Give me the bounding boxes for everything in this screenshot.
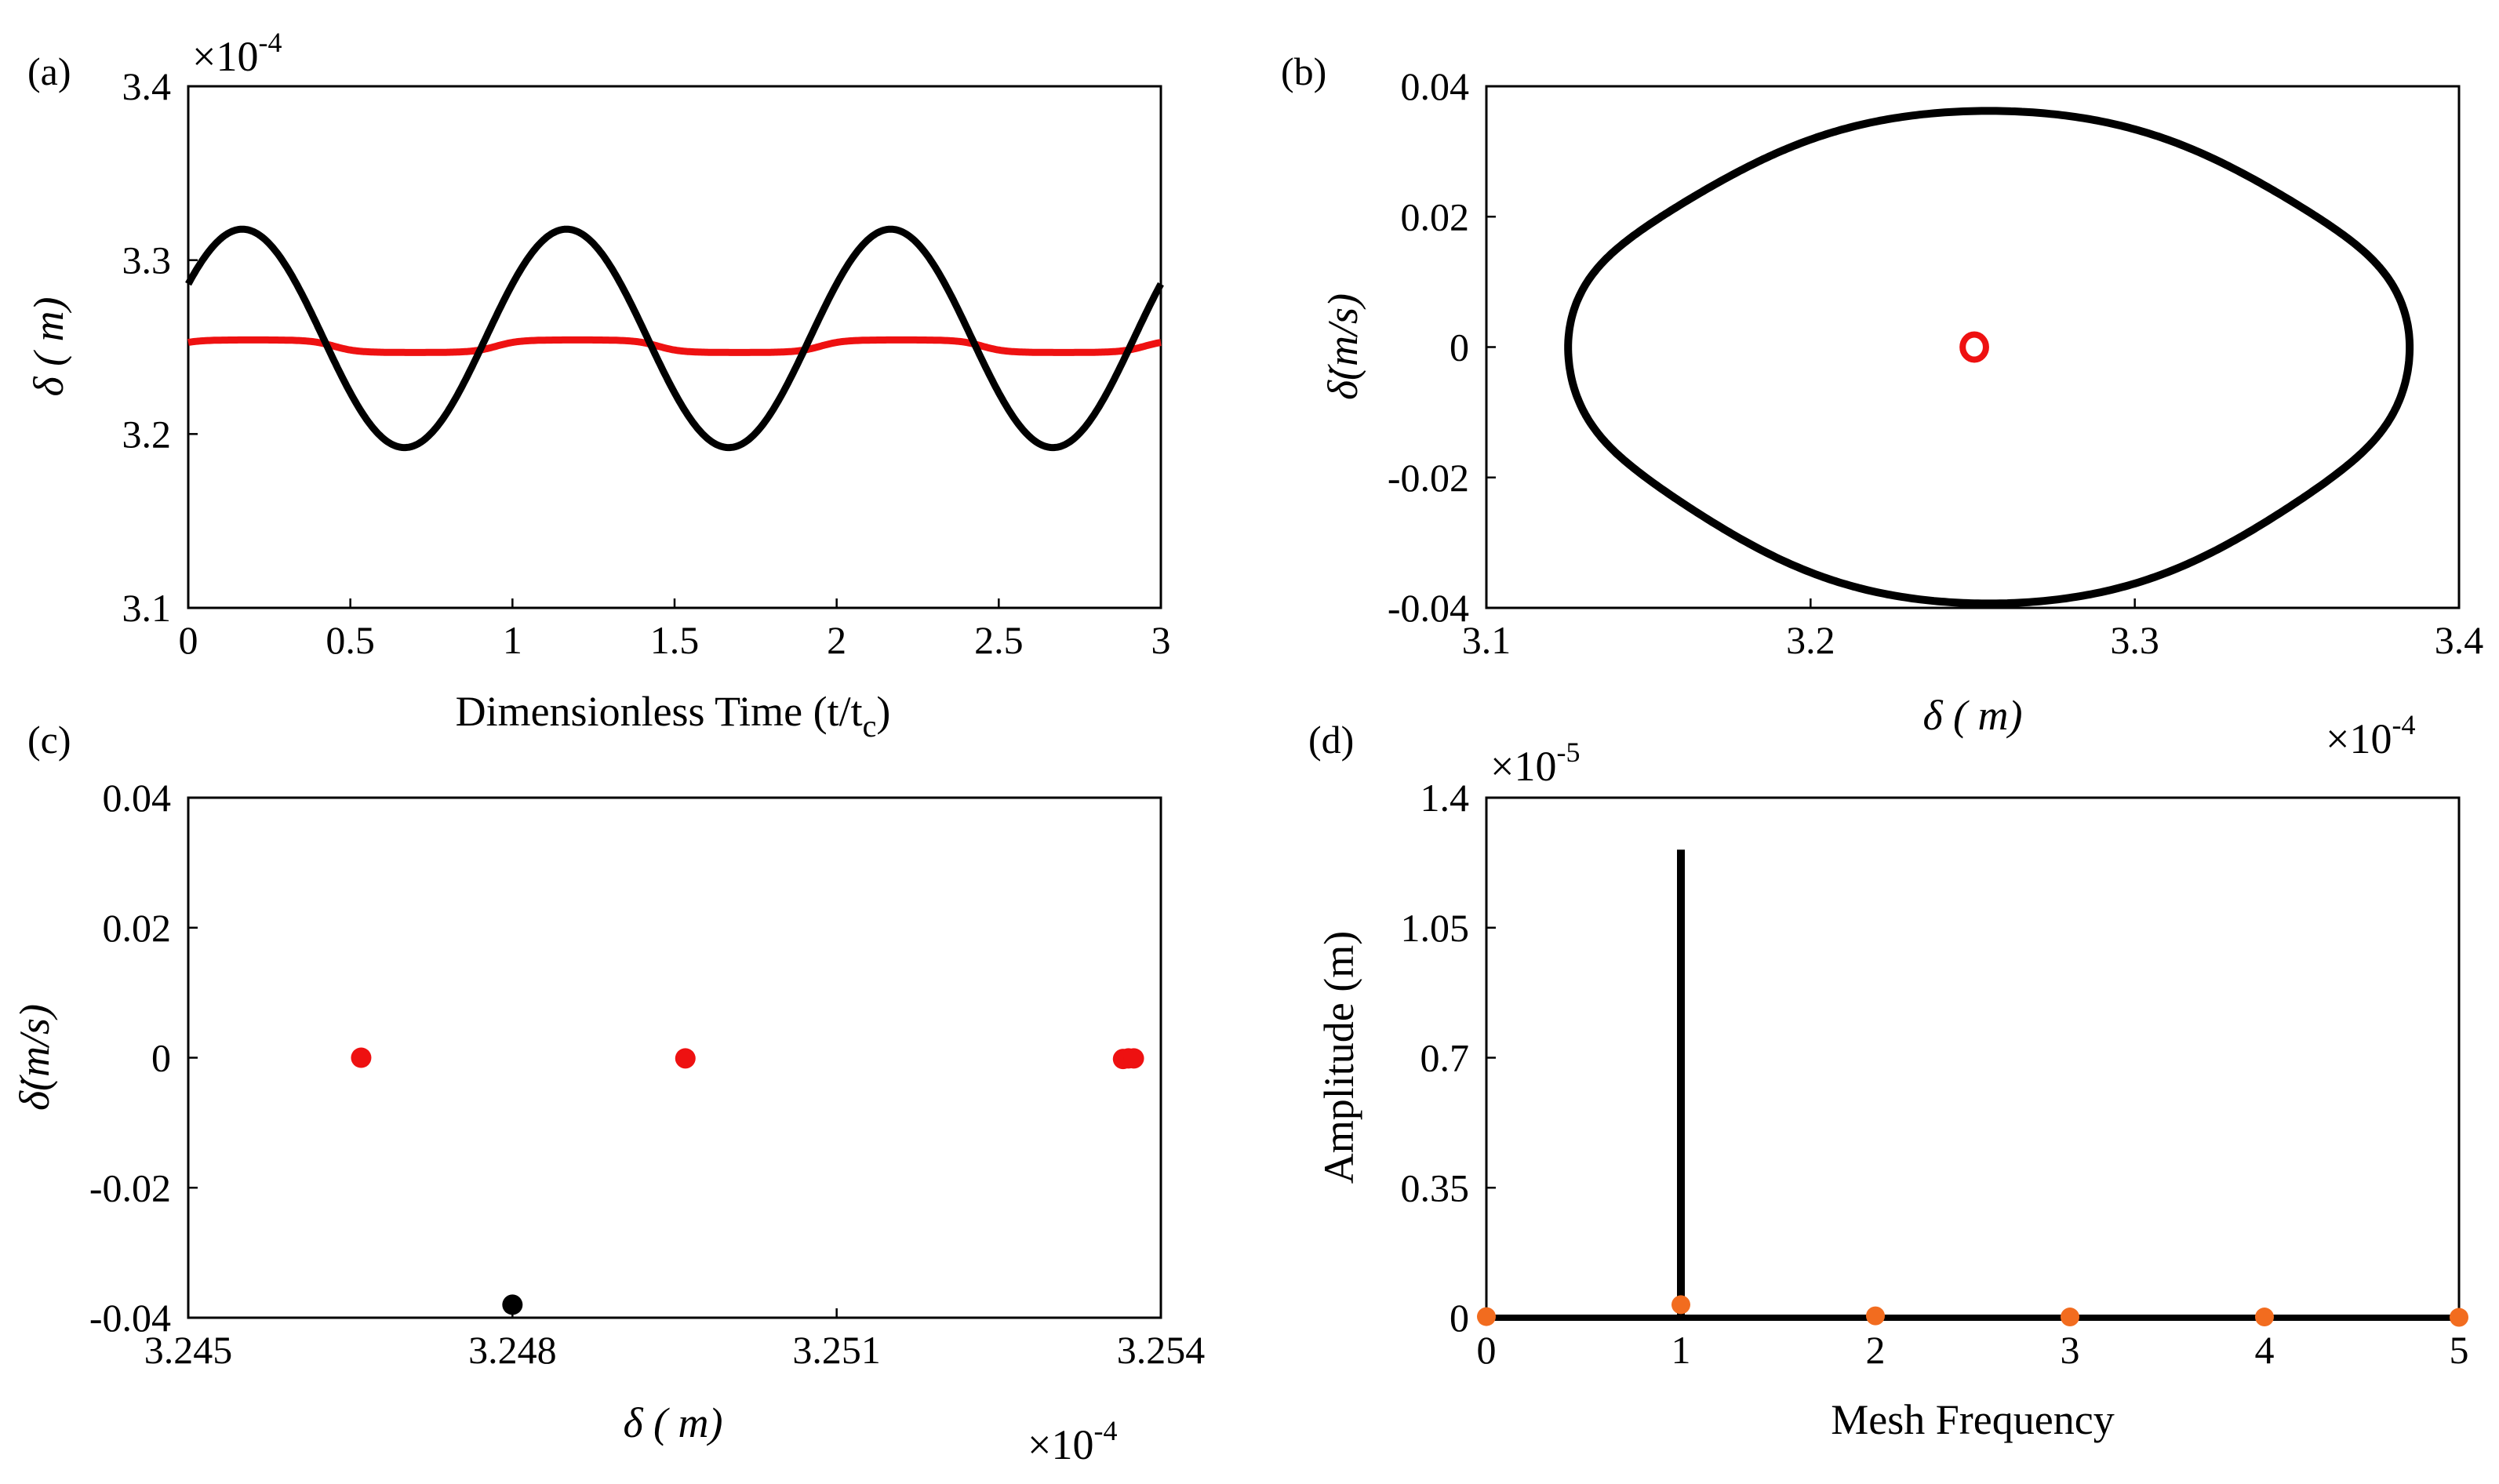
panel-d-ytick-label: 1.4: [1420, 776, 1470, 820]
panel-a: (a) ×10-4 δ ( m) Dimensionless Time (t/t…: [25, 27, 1171, 744]
panel-d-xtick-label: 1: [1671, 1328, 1691, 1372]
panel-b-x-multiplier: ×10-4: [2326, 709, 2415, 762]
panel-c-point-red: [1123, 1048, 1144, 1069]
panel-a-xtick-label: 3: [1151, 618, 1171, 662]
panel-a-y-multiplier: ×10-4: [192, 27, 282, 80]
panel-a-xtick-label: 0.5: [326, 618, 375, 662]
panel-d-xtick-label: 4: [2255, 1328, 2275, 1372]
panel-c-point-red: [351, 1047, 372, 1068]
panel-a-xlabel: Dimensionless Time (t/tc): [456, 688, 891, 744]
panel-c-xtick-label: 3.245: [144, 1328, 233, 1372]
panel-b-series-black-orbit: [1564, 107, 2414, 608]
panel-d-orange-point: [1671, 1295, 1690, 1315]
panel-b-ylabel: δ̇(m/s): [1319, 293, 1366, 400]
panel-c-xlabel: δ ( m): [623, 1399, 722, 1446]
panel-d-frame: [1485, 796, 2461, 1319]
panel-a-xtick-label: 2: [827, 618, 846, 662]
panel-c-xtick-label: 3.248: [468, 1328, 557, 1372]
panel-d-orange-point: [1866, 1306, 1885, 1326]
panel-c: (c) ×10-4 δ̇(m/s) δ ( m) 3.245 3.248 3.251…: [11, 718, 1205, 1468]
panel-a-xtick-label: 1: [503, 618, 522, 662]
panel-b-frame: [1485, 85, 2461, 609]
panel-d-xlabel: Mesh Frequency: [1831, 1396, 2114, 1443]
panel-c-ytick-label: -0.04: [89, 1296, 171, 1340]
panel-a-ytick-label: 3.2: [122, 412, 172, 456]
panel-d-orange-point: [1477, 1307, 1496, 1326]
panel-d-ytick-label: 0.7: [1420, 1036, 1470, 1080]
panel-a-xtick-label: 1.5: [650, 618, 700, 662]
panel-d-ylabel: Amplitude (m): [1315, 931, 1362, 1184]
panel-b-xlabel: δ ( m): [1922, 692, 2022, 739]
panel-c-frame: [187, 796, 1162, 1319]
panel-b-xtick-label: 3.4: [2435, 618, 2484, 662]
panel-d: (d) ×10-5 Amplitude (m) Mesh Frequency 0…: [1308, 718, 2469, 1443]
panel-d-ytick-label: 0.35: [1401, 1166, 1470, 1209]
panel-b-ytick-label: -0.02: [1388, 456, 1469, 500]
panel-c-ytick-label: 0: [151, 1036, 171, 1080]
panel-c-ytick-label: 0.02: [103, 906, 172, 950]
panel-c-label: (c): [27, 718, 71, 762]
panel-b-ytick-label: -0.04: [1388, 586, 1469, 630]
panel-d-orange-point: [2450, 1308, 2468, 1327]
panel-a-series-black: [185, 225, 1164, 452]
panel-d-xtick-label: 2: [1866, 1328, 1886, 1372]
panel-c-xtick-label: 3.251: [792, 1328, 881, 1372]
panel-b-ytick-label: 0.02: [1401, 195, 1470, 238]
panel-a-xtick-label: 2.5: [974, 618, 1024, 662]
panel-a-ytick-label: 3.4: [122, 64, 172, 108]
panel-a-ylabel: δ ( m): [25, 296, 72, 396]
panel-d-xtick-label: 3: [2061, 1328, 2080, 1372]
panel-b-xtick-label: 3.1: [1462, 618, 1511, 662]
panel-d-ytick-label: 1.05: [1401, 906, 1470, 950]
panel-a-ytick-label: 3.1: [122, 586, 172, 630]
panel-c-ytick-label: -0.02: [89, 1166, 171, 1209]
panel-a-label: (a): [27, 49, 71, 93]
panel-b-xtick-label: 3.3: [2110, 618, 2159, 662]
panel-b-ytick-label: 0: [1450, 326, 1469, 369]
panel-d-orange-point: [2255, 1308, 2274, 1327]
panel-b-series-red-orbit: [1959, 331, 1989, 363]
panel-d-ytick-label: 0: [1450, 1296, 1469, 1340]
panel-b-ytick-label: 0.04: [1401, 64, 1470, 108]
panel-b: (b) ×10-4 δ̇(m/s) δ ( m) 3.1 3.2 3.3 3.4 -0.…: [1281, 49, 2483, 762]
panel-c-x-multiplier: ×10-4: [1028, 1415, 1117, 1468]
panel-b-label: (b): [1281, 49, 1326, 93]
panel-d-label: (d): [1308, 718, 1354, 762]
panel-c-point-black: [502, 1294, 523, 1315]
panel-b-xtick-label: 3.2: [1786, 618, 1835, 662]
panel-c-xtick-label: 3.254: [1117, 1328, 1206, 1372]
panel-c-ytick-label: 0.04: [103, 776, 172, 820]
panel-a-series-red: [186, 336, 1163, 356]
panel-a-xtick-label: 0: [179, 618, 198, 662]
panel-c-ylabel: δ̇(m/s): [11, 1004, 58, 1111]
panel-d-y-multiplier: ×10-5: [1490, 737, 1580, 790]
panel-a-ytick-label: 3.3: [122, 238, 172, 282]
panel-d-xtick-label: 0: [1477, 1328, 1497, 1372]
panel-d-xtick-label: 5: [2450, 1328, 2469, 1372]
panel-d-orange-point: [2061, 1308, 2079, 1327]
panel-c-point-red: [675, 1048, 696, 1069]
